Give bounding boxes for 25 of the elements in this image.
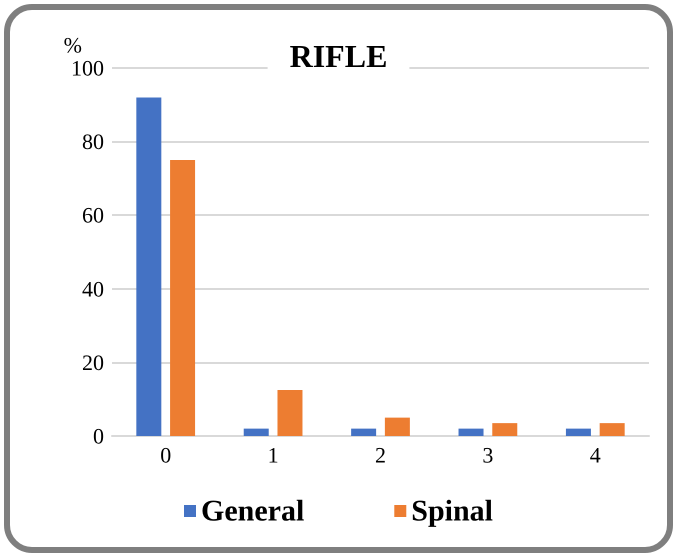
bar bbox=[136, 97, 162, 436]
legend-label: General bbox=[200, 494, 304, 528]
bar bbox=[600, 423, 625, 436]
bar bbox=[244, 428, 269, 436]
x-tick-label: 1 bbox=[268, 442, 279, 468]
bar bbox=[277, 390, 302, 436]
y-tick-label: 20 bbox=[82, 350, 104, 375]
x-tick-label: 4 bbox=[590, 442, 601, 468]
y-tick-label: 0 bbox=[93, 424, 104, 448]
y-tick-label: 80 bbox=[82, 129, 104, 154]
bar bbox=[458, 428, 484, 436]
bar bbox=[492, 423, 518, 436]
bar bbox=[170, 160, 196, 436]
bar bbox=[566, 428, 591, 436]
y-tick-label: 100 bbox=[71, 56, 104, 80]
x-tick-label: 3 bbox=[482, 442, 494, 468]
x-tick-label: 0 bbox=[160, 442, 172, 468]
y-tick-label: 60 bbox=[82, 202, 104, 228]
bar bbox=[351, 428, 376, 436]
legend-label: Spinal bbox=[411, 494, 494, 528]
bar bbox=[384, 418, 410, 436]
y-tick-label: 40 bbox=[82, 276, 104, 302]
x-tick-label: 2 bbox=[375, 442, 386, 468]
chart-title: RIFLE bbox=[290, 38, 388, 74]
y-axis-title: % bbox=[64, 32, 82, 58]
